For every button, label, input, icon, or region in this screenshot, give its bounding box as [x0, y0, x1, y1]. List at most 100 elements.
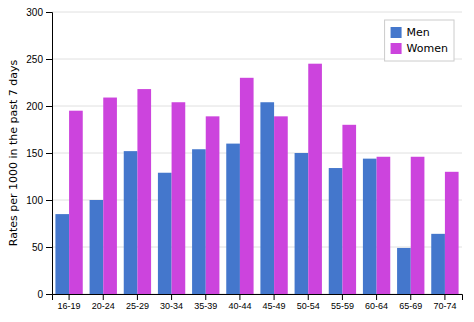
bar — [240, 78, 254, 294]
y-tick-mark — [46, 106, 52, 107]
y-tick: 0 — [37, 289, 52, 300]
plot: 16-19 20-24 25-29 30-34 35-39 40-44 45-49 50-54… — [26, 7, 462, 312]
x-tick: 20-24 — [92, 294, 115, 311]
x-tick-label: 35-39 — [194, 301, 217, 311]
x-axis: 16-19 20-24 25-29 30-34 35-39 40-44 45-49 50-54… — [53, 294, 463, 311]
bar — [55, 214, 69, 294]
legend-item: Women — [391, 42, 448, 55]
legend-label: Women — [407, 42, 448, 55]
bar — [260, 102, 274, 294]
x-tick-label: 20-24 — [92, 301, 115, 311]
x-tick-mark — [205, 294, 206, 300]
y-tick: 250 — [26, 54, 52, 65]
chart: 16-19 20-24 25-29 30-34 35-39 40-44 45-49 50-54… — [0, 0, 474, 322]
x-tick-label: 50-54 — [297, 301, 320, 311]
bar — [158, 173, 172, 294]
x-tick-label: 55-59 — [331, 301, 354, 311]
y-tick: 150 — [26, 148, 52, 159]
x-tick: 16-19 — [58, 294, 81, 311]
legend-swatch — [391, 43, 402, 54]
bar — [445, 172, 459, 294]
x-tick: 70-74 — [433, 294, 456, 311]
legend-label: Men — [407, 26, 430, 39]
bar — [124, 151, 138, 294]
x-tick-label: 25-29 — [126, 301, 149, 311]
bar — [329, 168, 343, 294]
bar — [295, 153, 309, 294]
y-axis: 0 50 100 150 200 250 300 — [26, 7, 52, 300]
x-tick-mark — [69, 294, 70, 300]
legend-item: Men — [391, 26, 430, 39]
grid — [52, 12, 462, 294]
legend-frame — [385, 20, 454, 61]
x-tick-mark — [103, 294, 104, 300]
y-tick-mark — [46, 294, 52, 295]
x-tick: 55-59 — [331, 294, 354, 311]
legend-swatch — [391, 27, 402, 38]
bar — [363, 159, 377, 294]
x-tick: 65-69 — [399, 294, 422, 311]
x-tick-mark — [239, 294, 240, 300]
bar-series — [69, 64, 458, 294]
y-tick: 100 — [26, 195, 52, 206]
x-tick: 25-29 — [126, 294, 149, 311]
bar — [377, 157, 391, 294]
x-tick-label: 30-34 — [160, 301, 183, 311]
x-tick-label: 40-44 — [228, 301, 251, 311]
y-tick-label: 250 — [26, 54, 43, 65]
y-tick: 300 — [26, 7, 52, 18]
x-tick-label: 70-74 — [433, 301, 456, 311]
y-tick-label: 0 — [37, 289, 43, 300]
bar — [226, 144, 240, 294]
x-tick: 60-64 — [365, 294, 388, 311]
y-axis-title: Rates per 1000 in the past 7 days — [7, 59, 20, 246]
bar — [90, 200, 104, 294]
bar — [308, 64, 322, 294]
y-tick-mark — [46, 247, 52, 248]
x-tick-mark — [274, 294, 275, 300]
x-tick-label: 45-49 — [263, 301, 286, 311]
bar — [431, 234, 445, 294]
bars — [55, 64, 458, 294]
bar — [342, 125, 356, 294]
y-tick-mark — [46, 12, 52, 13]
x-tick-mark — [410, 294, 411, 300]
y-tick-label: 50 — [32, 242, 44, 253]
bar — [172, 102, 186, 294]
bar — [69, 111, 83, 294]
bar — [397, 248, 411, 294]
bar — [206, 116, 220, 294]
x-tick-label: 60-64 — [365, 301, 388, 311]
x-tick-mark — [171, 294, 172, 300]
x-tick: 30-34 — [160, 294, 183, 311]
y-tick-mark — [46, 200, 52, 201]
y-tick-label: 100 — [26, 195, 43, 206]
y-tick-mark — [46, 153, 52, 154]
y-tick-label: 300 — [26, 7, 43, 18]
x-tick-label: 65-69 — [399, 301, 422, 311]
x-tick-mark — [342, 294, 343, 300]
y-tick-label: 150 — [26, 148, 43, 159]
x-tick: 40-44 — [228, 294, 251, 311]
x-tick-mark — [137, 294, 138, 300]
bar — [411, 157, 425, 294]
x-tick-mark — [376, 294, 377, 300]
y-tick-mark — [46, 59, 52, 60]
x-tick-mark — [444, 294, 445, 300]
x-tick: 35-39 — [194, 294, 217, 311]
legend: Men Women — [385, 20, 454, 61]
axis-domain — [46, 13, 53, 295]
bar — [192, 149, 206, 294]
x-tick-label: 16-19 — [58, 301, 81, 311]
y-tick: 200 — [26, 101, 52, 112]
x-tick: 45-49 — [263, 294, 286, 311]
y-tick: 50 — [32, 242, 52, 253]
axis-domain — [53, 295, 463, 301]
y-tick-label: 200 — [26, 101, 43, 112]
bar — [103, 98, 117, 294]
x-tick: 50-54 — [297, 294, 320, 311]
x-tick-mark — [308, 294, 309, 300]
bar — [137, 89, 151, 294]
bar — [274, 116, 288, 294]
grid-line — [52, 12, 462, 13]
